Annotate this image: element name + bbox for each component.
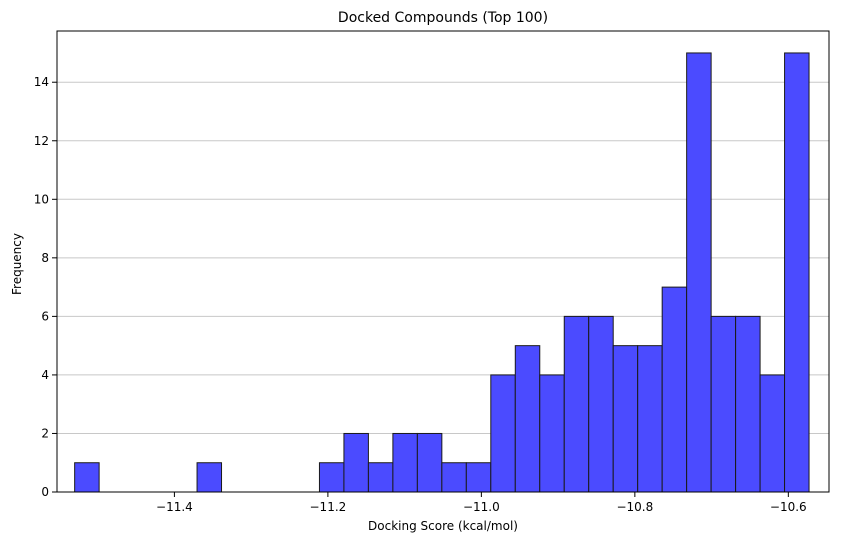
y-tick-label: 14 [34, 75, 49, 89]
histogram-bar [465, 462, 492, 493]
histogram-bar [563, 315, 590, 493]
y-tick-label: 0 [41, 485, 49, 499]
histogram-bar [735, 315, 761, 493]
x-tick-label: −11.0 [463, 500, 500, 514]
y-tick-label: 4 [41, 368, 49, 382]
histogram-bar [784, 52, 810, 493]
y-tick-label: 6 [41, 309, 49, 323]
histogram-bar [539, 374, 565, 493]
x-tick-label: −11.4 [156, 500, 193, 514]
histogram-bar [343, 432, 369, 493]
x-axis-ticks: −11.4 −11.2 −11.0 −10.8 −10.6 [156, 492, 807, 514]
x-axis-label: Docking Score (kcal/mol) [368, 519, 518, 533]
x-tick-label: −10.6 [770, 500, 807, 514]
histogram-bar [612, 345, 639, 493]
histogram-bar [416, 432, 443, 493]
histogram-bar [637, 345, 663, 493]
histogram-bar [759, 374, 786, 493]
histogram-bar [686, 52, 712, 493]
y-tick-label: 8 [41, 251, 49, 265]
histogram-bar [74, 462, 100, 493]
y-axis-ticks: 0 2 4 6 8 10 12 14 [34, 75, 57, 499]
histogram-bar [490, 374, 516, 493]
histogram-bar [710, 315, 737, 493]
y-tick-label: 10 [34, 192, 49, 206]
grid-lines [57, 81, 829, 434]
x-tick-label: −10.8 [616, 500, 653, 514]
histogram-bar [367, 462, 394, 493]
histogram-bar [441, 462, 467, 493]
y-tick-label: 2 [41, 426, 49, 440]
x-tick-label: −11.2 [310, 500, 347, 514]
y-tick-label: 12 [34, 134, 49, 148]
histogram-bars [74, 52, 810, 493]
histogram-bar [318, 462, 345, 493]
histogram-bar [588, 315, 614, 493]
histogram-bar [392, 432, 418, 493]
histogram-bar [661, 286, 688, 493]
chart-title: Docked Compounds (Top 100) [338, 10, 548, 26]
y-axis-label: Frequency [10, 233, 24, 295]
plot-frame [56, 30, 830, 493]
histogram-bar [514, 345, 541, 493]
histogram-bar [196, 462, 223, 493]
